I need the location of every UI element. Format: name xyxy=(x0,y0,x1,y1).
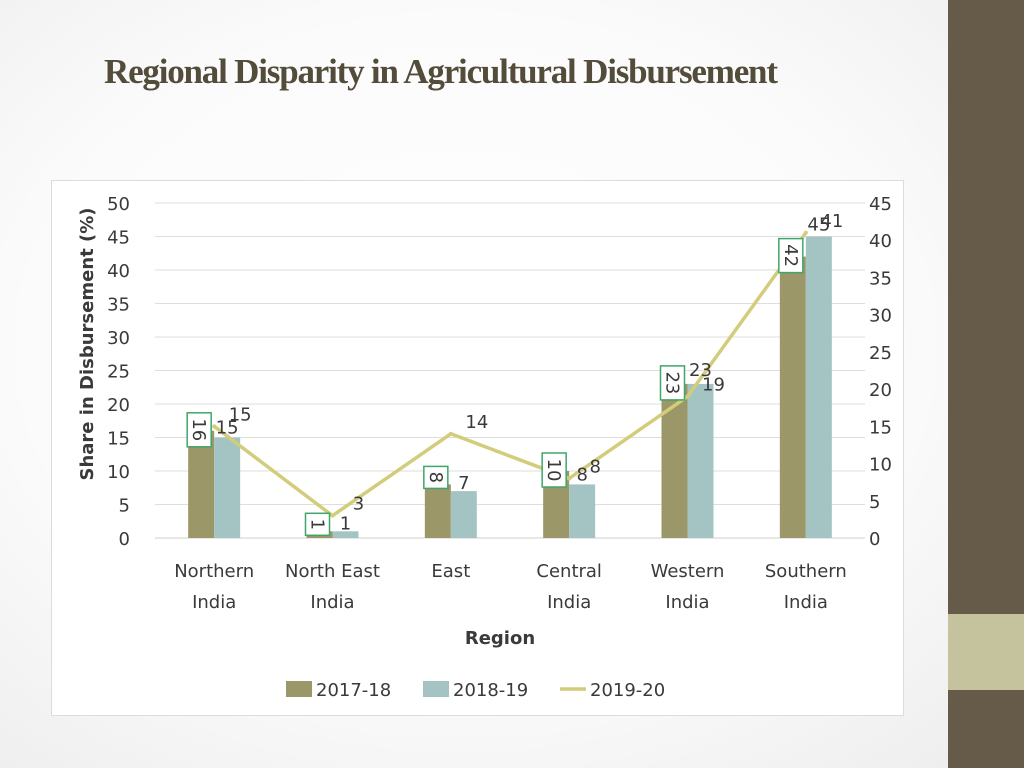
data-label-2017-18: 10 xyxy=(541,452,567,488)
data-label-2019-20: 41 xyxy=(820,211,843,232)
bar-2017-18 xyxy=(188,430,215,538)
y-tick-label: 15 xyxy=(107,429,130,450)
data-label-2019-20: 8 xyxy=(589,456,600,477)
legend-item: 2017-18 xyxy=(286,680,391,701)
y2-tick-label: 20 xyxy=(869,380,892,401)
line-series xyxy=(212,230,808,518)
line-point xyxy=(330,513,335,518)
data-label-2018-19: 15 xyxy=(216,418,239,439)
axis-ticks: 0 5 10 15 20 25 30 35 40 45 50 0 5 10 15 20 25 30 35 40 45 xyxy=(107,194,892,550)
y-tick-label: 20 xyxy=(107,395,130,416)
y2-tick-label: 45 xyxy=(869,194,892,215)
data-label-text: 10 xyxy=(543,459,564,482)
bar-2017-18 xyxy=(424,484,451,538)
gridlines xyxy=(155,202,865,539)
x-category-label: East xyxy=(431,561,470,582)
y-tick-label: 5 xyxy=(119,496,130,517)
chart-svg: 0 5 10 15 20 25 30 35 40 45 50 0 5 10 15 20 25 30 35 40 45 1… xyxy=(77,194,892,701)
y-tick-label: 45 xyxy=(107,228,130,249)
data-label-text: 16 xyxy=(188,418,209,441)
y-tick-label: 0 xyxy=(119,529,130,550)
legend-label: 2017-18 xyxy=(316,680,391,701)
x-category-label: Western India xyxy=(651,561,725,613)
bar-2018-19 xyxy=(805,236,832,538)
legend-swatch xyxy=(286,681,312,697)
data-label-2017-18: 1 xyxy=(304,512,331,537)
data-label-2018-19: 7 xyxy=(458,473,469,494)
line-point xyxy=(567,476,572,481)
data-label-box xyxy=(186,412,212,448)
chart-container: 0 5 10 15 20 25 30 35 40 45 50 0 5 10 15 20 25 30 35 40 45 1… xyxy=(51,180,904,716)
x-category-label: Central India xyxy=(536,561,602,613)
data-label-box xyxy=(423,465,449,490)
data-label-box xyxy=(304,512,331,537)
bar-2017-18 xyxy=(779,256,806,538)
y2-tick-label: 40 xyxy=(869,231,892,252)
bars xyxy=(188,236,832,538)
data-label-text: 1 xyxy=(307,519,328,530)
y-axis-title: Share in Disbursement (%) xyxy=(77,208,98,481)
y2-tick-label: 15 xyxy=(869,417,892,438)
y2-tick-label: 0 xyxy=(869,529,880,550)
data-label-2017-18: 16 xyxy=(186,412,212,448)
legend-item: 2018-19 xyxy=(423,680,528,701)
y2-tick-label: 30 xyxy=(869,306,892,327)
y-tick-label: 25 xyxy=(107,362,130,383)
line-point xyxy=(212,424,217,429)
legend-label: 2019-20 xyxy=(590,680,665,701)
data-label-text: 23 xyxy=(662,371,683,394)
bar-2018-19 xyxy=(214,437,241,538)
bar-2018-19 xyxy=(450,491,477,538)
y-tick-label: 35 xyxy=(107,295,130,316)
bar-2018-19 xyxy=(332,531,359,538)
data-label-2018-19: 8 xyxy=(576,464,587,485)
side-accent-block xyxy=(948,614,1024,690)
legend-swatch xyxy=(423,681,449,697)
data-label-2019-20: 3 xyxy=(353,494,364,515)
data-label-2018-19: 23 xyxy=(689,360,712,381)
data-label-2019-20: 14 xyxy=(465,412,488,433)
y2-tick-label: 5 xyxy=(869,492,880,513)
data-label-2018-19: 45 xyxy=(807,215,830,236)
data-label-2019-20: 19 xyxy=(702,375,725,396)
x-category-label: Northern India xyxy=(174,561,254,613)
data-label-2019-20: 15 xyxy=(229,404,252,425)
category-labels: Northern India North East India East Central I… xyxy=(174,561,847,613)
legend-item: 2019-20 xyxy=(560,680,665,701)
bar-2018-19 xyxy=(687,383,714,538)
line-point xyxy=(448,431,453,436)
y-tick-label: 30 xyxy=(107,328,130,349)
x-axis-title: Region xyxy=(465,628,535,649)
bar-2018-19 xyxy=(569,484,596,538)
line-point xyxy=(685,394,690,399)
y-tick-label: 40 xyxy=(107,261,130,282)
line-point xyxy=(803,230,808,235)
data-label-2017-18: 42 xyxy=(778,237,804,274)
data-label-box xyxy=(778,237,804,274)
y2-tick-label: 25 xyxy=(869,343,892,364)
data-labels: 16 1 8 10 23 42 15 1 7 8 23 45 15 3 14 8 19 41 xyxy=(186,211,843,537)
slide-title: Regional Disparity in Agricultural Disbu… xyxy=(104,52,778,91)
legend-label: 2018-19 xyxy=(453,680,528,701)
y2-tick-label: 35 xyxy=(869,268,892,289)
data-label-2018-19: 1 xyxy=(340,513,351,534)
data-label-box xyxy=(659,365,686,401)
line-2019-20 xyxy=(213,231,808,518)
data-label-text: 8 xyxy=(425,472,446,483)
x-category-label: North East India xyxy=(285,561,380,613)
legend: 2017-18 2018-19 2019-20 xyxy=(286,680,665,701)
y-tick-label: 10 xyxy=(107,462,130,483)
data-label-text: 42 xyxy=(780,244,801,267)
y2-tick-label: 10 xyxy=(869,455,892,476)
data-label-box xyxy=(541,452,567,488)
x-category-label: Southern India xyxy=(765,561,847,613)
data-label-2017-18: 8 xyxy=(423,465,449,490)
data-label-2017-18: 23 xyxy=(659,365,686,401)
y-tick-label: 50 xyxy=(107,194,130,215)
